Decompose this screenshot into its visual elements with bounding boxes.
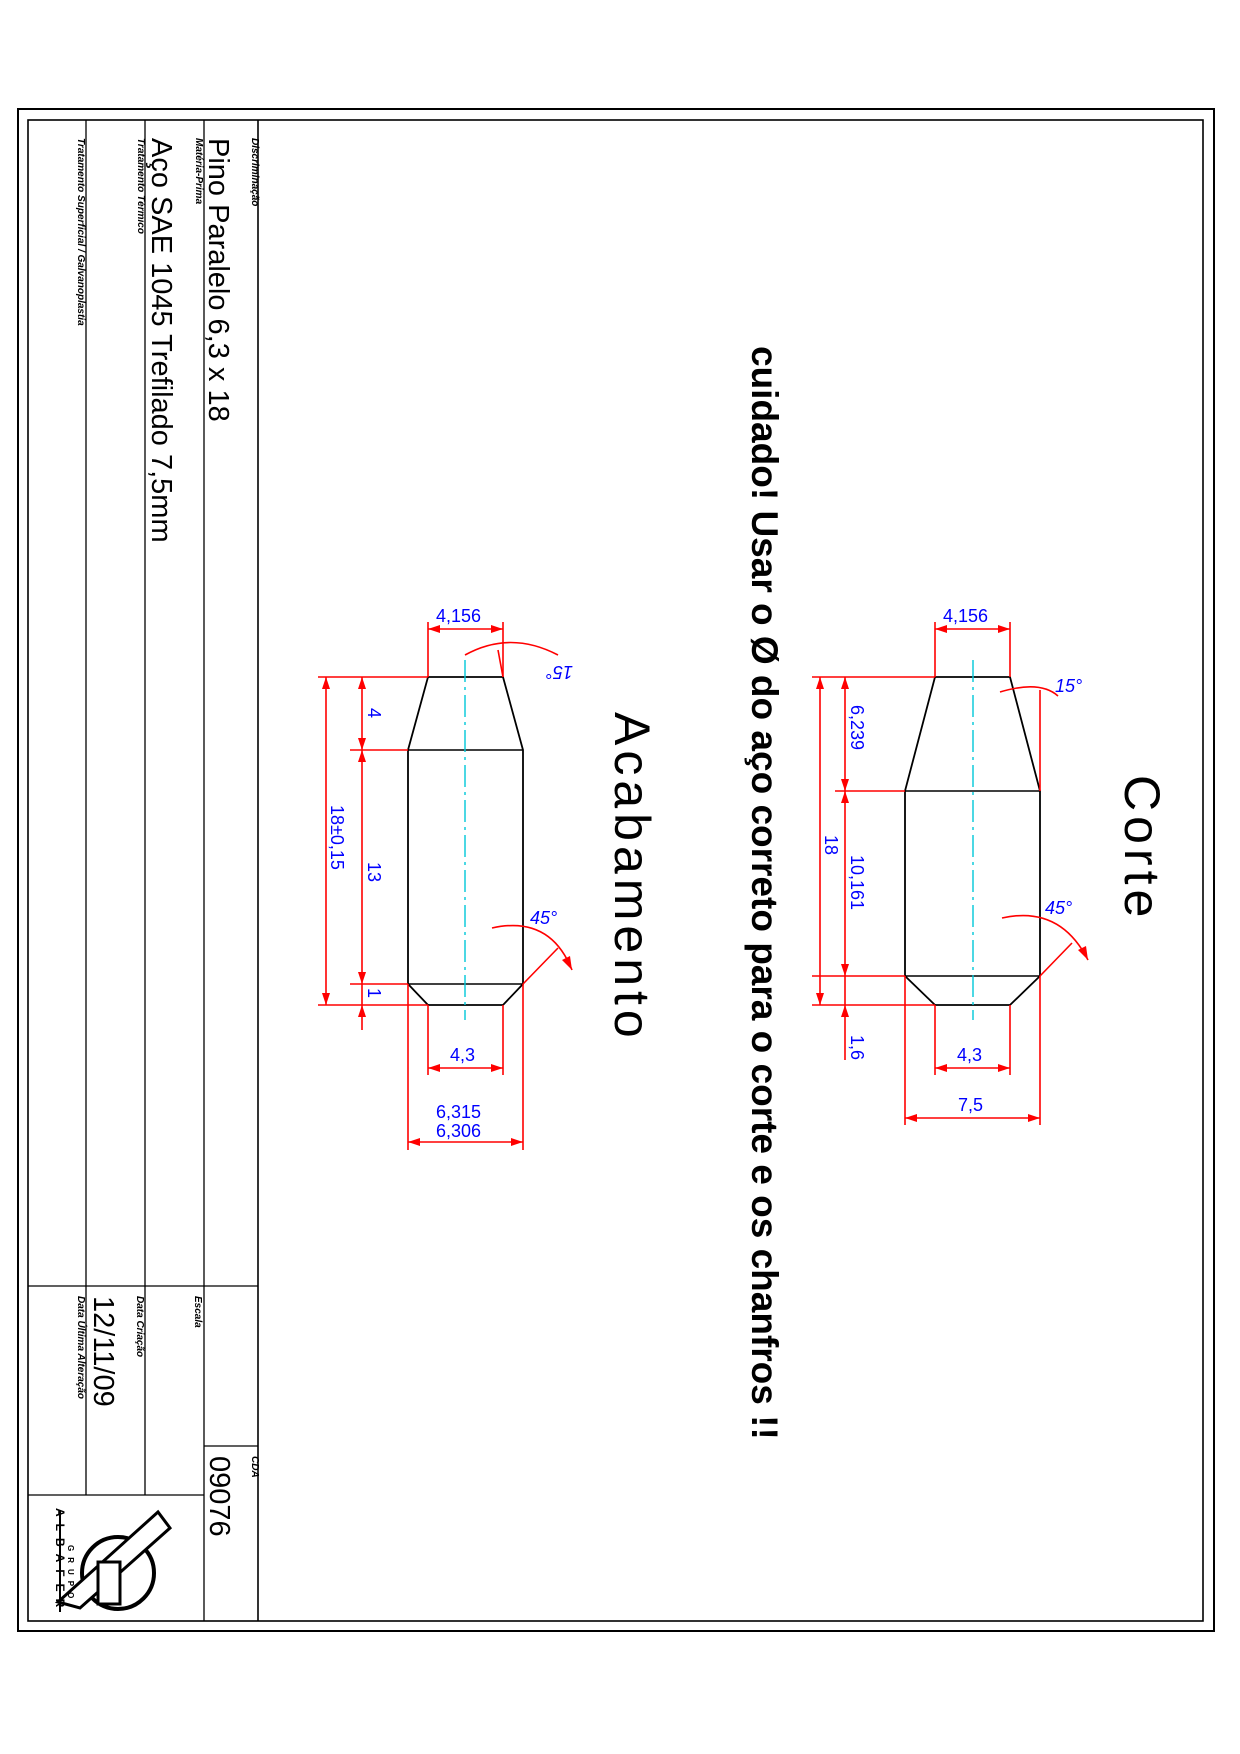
- corte-top-dia: 4,156: [943, 606, 988, 626]
- acabamento-outer-dia-min: 6,306: [436, 1121, 481, 1141]
- acabamento-body-len: 13: [364, 862, 384, 882]
- warning-text: cuidado! Usar o Ø do aço correto para o …: [744, 346, 785, 1440]
- corte-bottom-dia: 4,3: [957, 1045, 982, 1065]
- materia-value: Aço SAE 1045 Trefilado 7,5mm: [145, 138, 177, 543]
- acabamento-view: 4,156 15° 18±0,15 4 13 1 45° 4,3: [318, 606, 573, 1150]
- corte-top-angle: 15°: [1055, 676, 1082, 696]
- albafer-logo: GRUPO ALBAFER: [53, 1508, 173, 1614]
- drawing-frame: [17, 108, 1215, 1632]
- acabamento-bottom-dia: 4,3: [450, 1045, 475, 1065]
- ts-label: Tratamento Superficial / Galvanoplastia: [75, 138, 86, 326]
- data-criacao-label: Data Criação: [134, 1296, 145, 1357]
- acabamento-outer-dia-max: 6,315: [436, 1102, 481, 1122]
- materia-label: Matéria-Prima: [193, 138, 204, 205]
- cda-value: 09076: [203, 1456, 235, 1537]
- corte-bottom-angle: 45°: [1045, 898, 1072, 918]
- acabamento-title: Acabamento: [604, 712, 660, 1043]
- data-criacao-value: 12/11/09: [87, 1296, 119, 1407]
- corte-total-len: 18: [821, 835, 841, 855]
- acabamento-total-len: 18±0,15: [327, 805, 347, 870]
- logo-small-text: GRUPO: [66, 1545, 75, 1604]
- acabamento-taper-len: 4: [364, 708, 384, 718]
- logo-text: ALBAFER: [53, 1508, 67, 1614]
- corte-taper-len: 6,239: [847, 705, 867, 750]
- corte-chamfer-len: 1,6: [847, 1035, 867, 1060]
- escala-label: Escala: [192, 1296, 203, 1328]
- corte-title: Corte: [1114, 775, 1170, 922]
- corte-view: 4,156 15° 18 6,239 10,161 1,6 45° 4,3: [812, 606, 1089, 1125]
- corte-outer-dia: 7,5: [958, 1095, 983, 1115]
- acabamento-chamfer-len: 1: [364, 988, 384, 998]
- cda-label: CDA: [249, 1456, 260, 1478]
- corte-body-len: 10,161: [847, 855, 867, 910]
- descr-value: Pino Paralelo 6,3 x 18: [202, 138, 234, 422]
- data-alt-label: Data Última Alteração: [75, 1296, 88, 1399]
- acabamento-top-angle: 15°: [546, 662, 573, 682]
- acabamento-top-dia: 4,156: [436, 606, 481, 626]
- tt-label: Tratamento Térmico: [135, 138, 146, 234]
- acabamento-bottom-angle: 45°: [530, 908, 557, 928]
- descr-label: Discriminação: [249, 138, 260, 206]
